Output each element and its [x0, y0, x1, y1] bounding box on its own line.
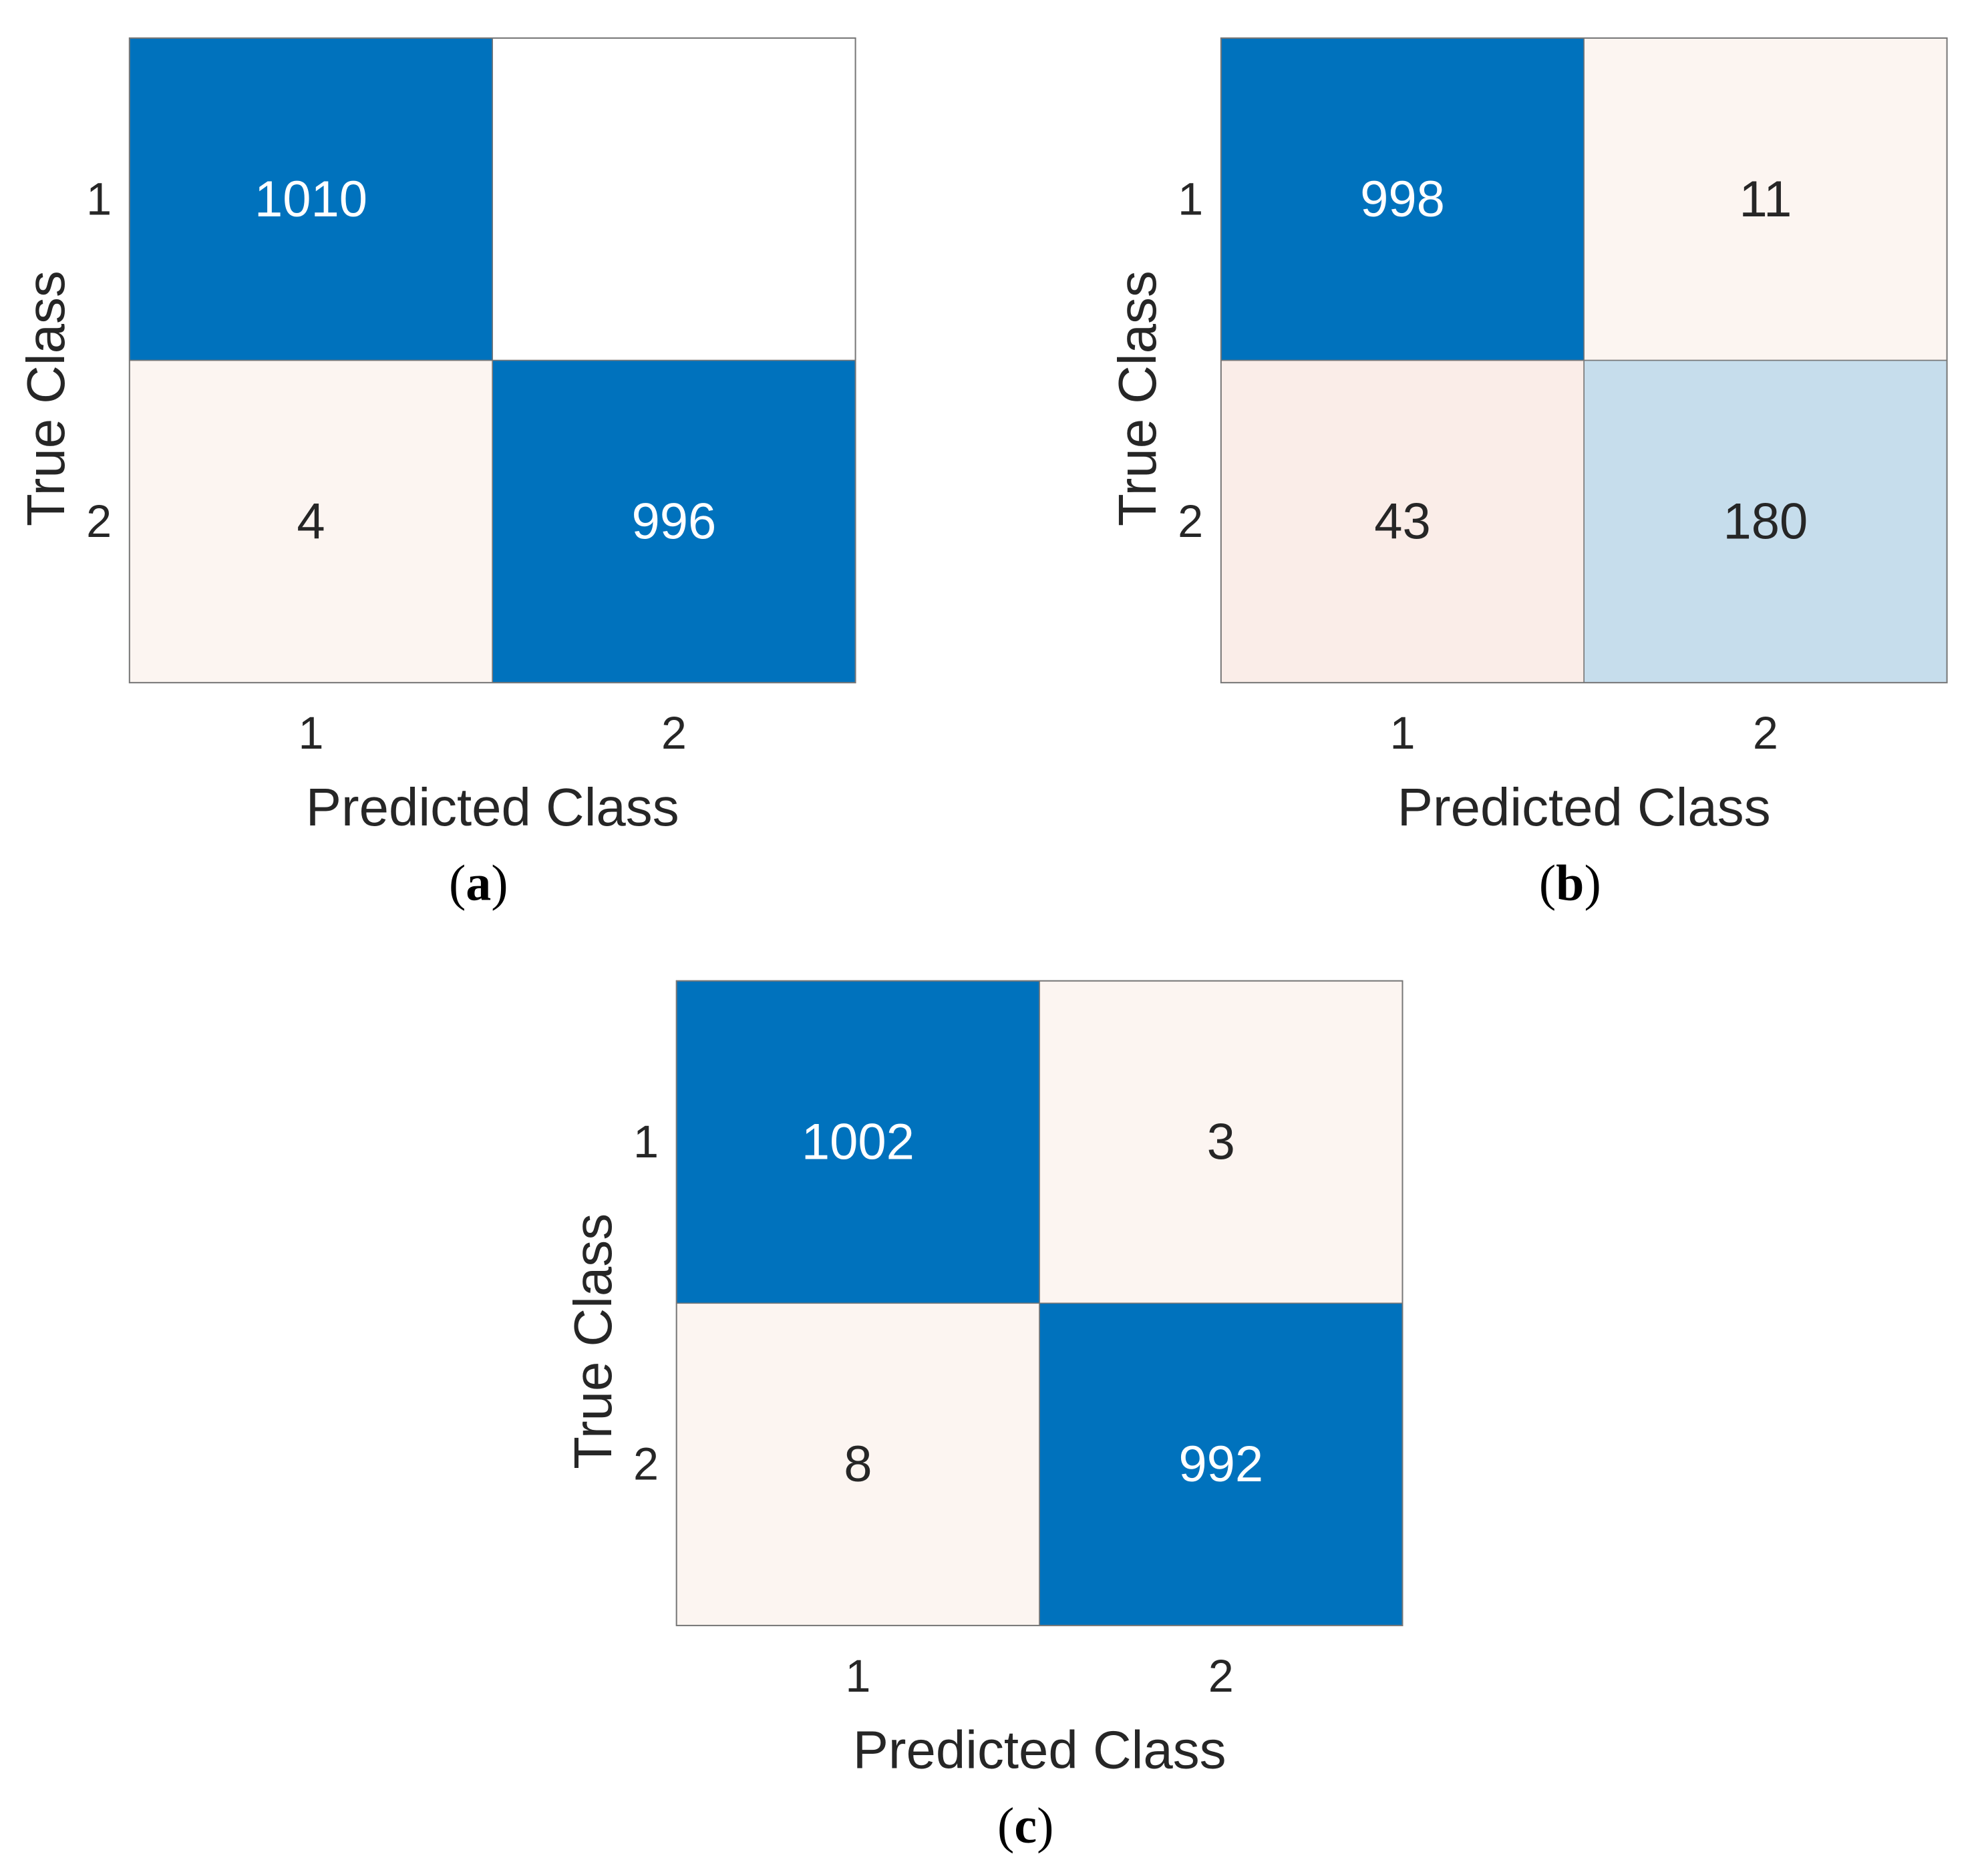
plot-border	[1220, 37, 1948, 684]
matrix-cell-r1-c2	[492, 37, 856, 361]
x-tick-label: 1	[845, 1651, 870, 1702]
y-tick-label: 2	[86, 496, 112, 547]
matrix-cell-r2-c2	[1039, 1302, 1403, 1626]
matrix-cell-r2-c1	[1220, 359, 1585, 683]
matrix-cell-r2-c2	[1583, 359, 1948, 683]
y-axis-label: True Class	[1108, 270, 1167, 526]
y-axis-label: True Class	[563, 1213, 623, 1469]
matrix-cell-r1-c2	[1039, 980, 1403, 1304]
x-tick-label: 1	[1389, 708, 1415, 759]
cell-value-label: 11	[1739, 171, 1792, 228]
cell-value-label: 3	[1207, 1114, 1235, 1171]
y-tick-label: 1	[633, 1117, 659, 1167]
y-tick-label: 2	[633, 1439, 659, 1490]
matrix-cell-r1-c1	[675, 980, 1040, 1304]
y-axis-label: True Class	[16, 270, 75, 526]
cell-value-label: 43	[1374, 493, 1431, 550]
confusion-matrix-panel-1: 1010 4 996 1 2 1 2 Predicted Class True Class (a)	[16, 37, 856, 911]
cell-value-label: 180	[1723, 493, 1808, 550]
cell-value-label: 998	[1360, 171, 1445, 228]
panel-label: (a)	[449, 855, 508, 911]
x-tick-label: 2	[661, 708, 687, 759]
cell-value-label: 992	[1178, 1436, 1263, 1493]
y-tick-label: 1	[1178, 174, 1203, 224]
plot-border	[675, 980, 1403, 1626]
panel-label: (c)	[997, 1798, 1053, 1854]
x-tick-label: 2	[1753, 708, 1778, 759]
matrix-cell-r1-c1	[129, 37, 494, 361]
cell-value-label: 8	[844, 1436, 872, 1493]
cell-value-label: 1002	[802, 1114, 915, 1171]
y-tick-label: 1	[86, 174, 112, 224]
matrix-cell-r2-c2	[492, 359, 856, 683]
y-tick-label: 2	[1178, 496, 1203, 547]
panel-label: (b)	[1539, 855, 1601, 911]
cell-value-label: 996	[631, 493, 716, 550]
cell-value-label: 4	[297, 493, 325, 550]
plot-border	[128, 37, 856, 684]
x-tick-label: 2	[1208, 1651, 1234, 1702]
x-tick-label: 1	[298, 708, 323, 759]
confusion-matrix-panel-2: 998 11 43 180 1 2 1 2 Predicted Class True Class (…	[1108, 37, 1948, 911]
x-axis-label: Predicted Class	[1397, 777, 1771, 837]
matrix-cell-r2-c1	[129, 359, 494, 683]
x-axis-label: Predicted Class	[853, 1720, 1226, 1780]
cell-value-label: 1010	[255, 171, 367, 228]
confusion-matrix-panel-3: 1002 3 8 992 1 2 1 2 Predicted Class True Class (c…	[563, 980, 1403, 1854]
x-axis-label: Predicted Class	[306, 777, 679, 837]
